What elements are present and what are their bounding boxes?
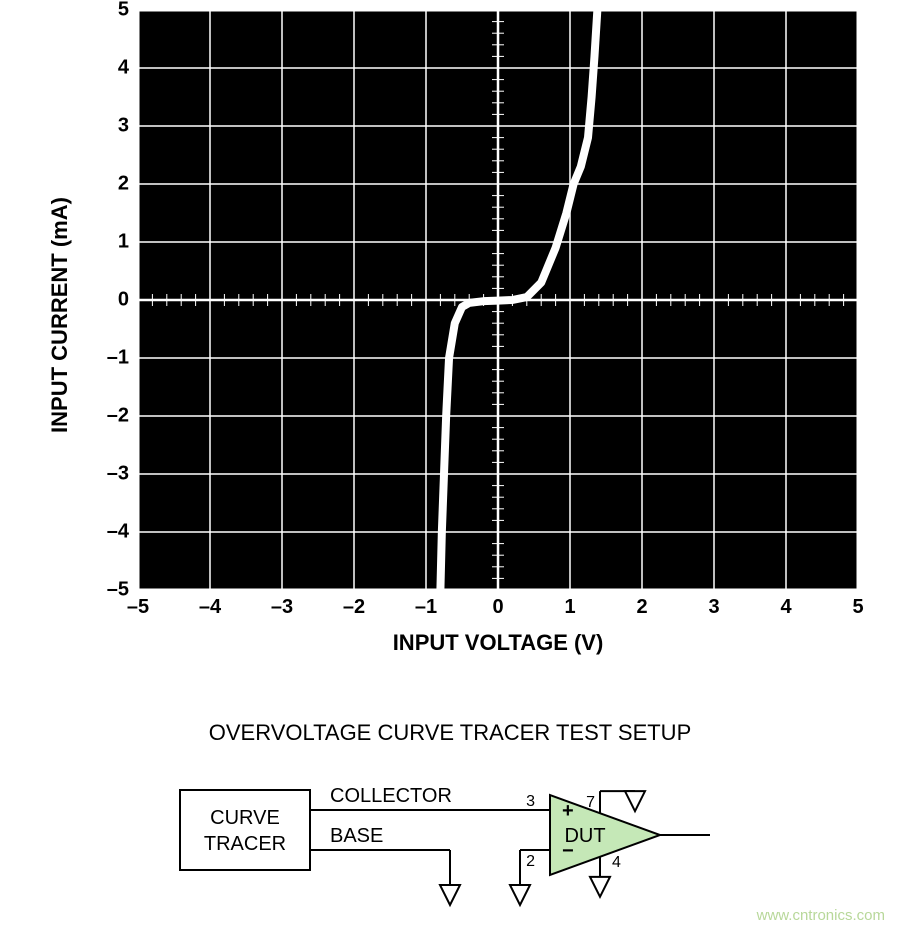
x-tick-labels: –5–4–3–2–1012345 [138, 596, 858, 624]
svg-text:4: 4 [612, 854, 621, 871]
y-tick-labels: 543210–1–2–3–4–5 [80, 10, 135, 590]
x-axis-label: INPUT VOLTAGE (V) [138, 630, 858, 656]
svg-text:7: 7 [586, 794, 595, 811]
svg-text:COLLECTOR: COLLECTOR [330, 785, 452, 807]
diagram-title: OVERVOLTAGE CURVE TRACER TEST SETUP [0, 720, 900, 746]
svg-text:−: − [562, 840, 574, 862]
svg-text:2: 2 [526, 853, 535, 870]
svg-text:+: + [562, 800, 574, 822]
svg-text:TRACER: TRACER [204, 833, 286, 855]
y-axis-label: INPUT CURRENT (mA) [40, 0, 80, 630]
watermark: www.cntronics.com [757, 907, 885, 924]
circuit-diagram: CURVETRACERCOLLECTORBASEDUT+−3274 [150, 760, 750, 930]
svg-text:BASE: BASE [330, 825, 383, 847]
svg-text:CURVE: CURVE [210, 807, 280, 829]
svg-text:3: 3 [526, 793, 535, 810]
iv-chart: INPUT CURRENT (mA) 543210–1–2–3–4–5 –5–4… [40, 0, 860, 670]
plot-area [138, 10, 858, 590]
